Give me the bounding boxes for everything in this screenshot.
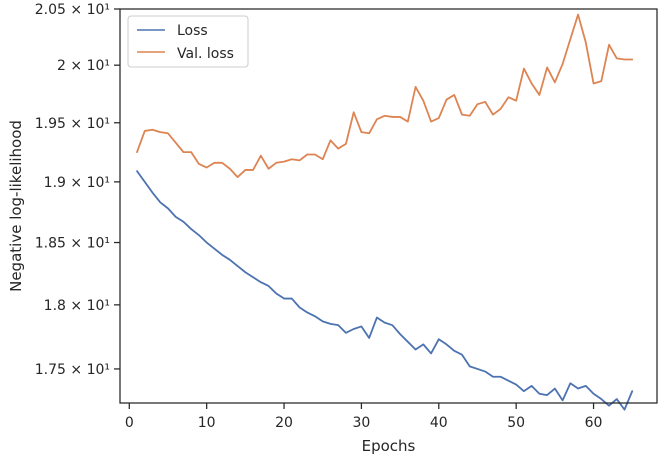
y-tick-label: 1.95 × 10¹ — [35, 116, 110, 132]
x-tick-label: 40 — [430, 415, 448, 431]
legend-label-loss: Loss — [177, 23, 208, 39]
y-tick-label: 2 × 10¹ — [57, 58, 110, 74]
x-tick-label: 50 — [507, 415, 525, 431]
y-tick-label: 1.85 × 10¹ — [35, 236, 110, 252]
series-group — [136, 13, 634, 411]
y-tick-label: 1.75 × 10¹ — [35, 362, 110, 378]
x-tick-label: 60 — [585, 415, 603, 431]
y-tick-label: 1.9 × 10¹ — [44, 175, 110, 191]
legend-box — [127, 15, 249, 68]
y-axis-title: Negative log-likelihood — [7, 120, 25, 292]
x-tick-label: 10 — [198, 415, 216, 431]
x-tick-label: 20 — [275, 415, 293, 431]
y-tick-label: 1.8 × 10¹ — [44, 298, 110, 314]
series-line-loss — [136, 170, 634, 411]
y-axis: 2.05 × 10¹ 2 × 10¹ 1.95 × 10¹ 1.9 × 10¹ 1.85… — [35, 2, 120, 378]
x-axis: 0 10 20 30 40 50 60 — [125, 403, 603, 431]
x-tick-label: 0 — [125, 415, 134, 431]
legend-label-val-loss: Val. loss — [177, 46, 234, 62]
y-tick-label: 2.05 × 10¹ — [35, 2, 110, 18]
plot-frame — [119, 8, 658, 404]
series-line-val-loss — [136, 13, 634, 178]
x-tick-label: 30 — [353, 415, 371, 431]
legend: Loss Val. loss — [127, 15, 249, 68]
plot-area — [120, 9, 657, 403]
x-axis-title: Epochs — [362, 437, 416, 455]
